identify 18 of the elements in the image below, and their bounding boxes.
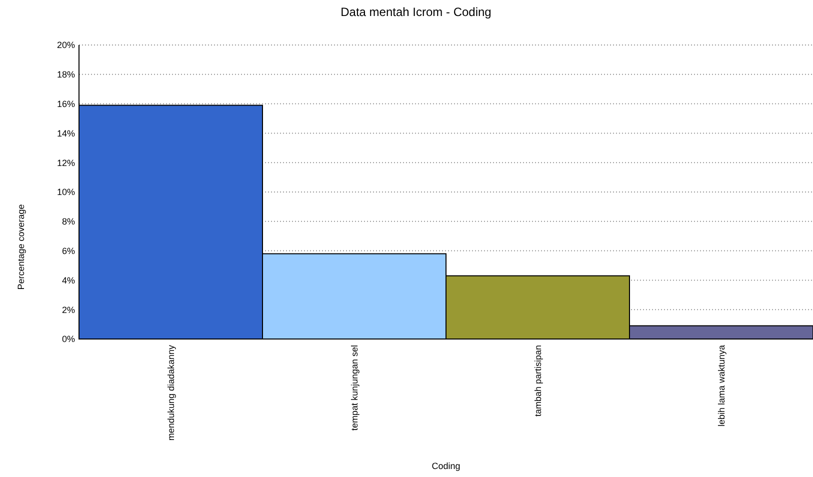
y-tick-label: 12% (56, 158, 75, 168)
x-tick-label: tambah partisipan (532, 345, 543, 417)
y-tick-label: 4% (62, 275, 75, 286)
x-tick-label: mendukung diadakanny (166, 344, 176, 441)
y-tick-label: 20% (56, 40, 75, 50)
y-tick-label: 18% (56, 70, 75, 80)
chart-title: Data mentah Icrom - Coding (340, 5, 492, 19)
y-tick-label: 6% (62, 246, 75, 256)
x-tick-label: tempat kunjungan sel (349, 345, 360, 431)
y-tick-label: 0% (62, 334, 75, 344)
y-tick-label: 16% (56, 98, 75, 109)
y-tick-label: 14% (56, 128, 75, 138)
x-axis-title: Coding (432, 461, 460, 471)
y-tick-label: 8% (62, 216, 75, 227)
y-tick-label: 2% (62, 304, 75, 315)
y-tick-label: 10% (56, 187, 75, 198)
x-tick-label: lebih lama waktunya (716, 345, 726, 427)
y-axis-title: Percentage coverage (16, 204, 26, 290)
